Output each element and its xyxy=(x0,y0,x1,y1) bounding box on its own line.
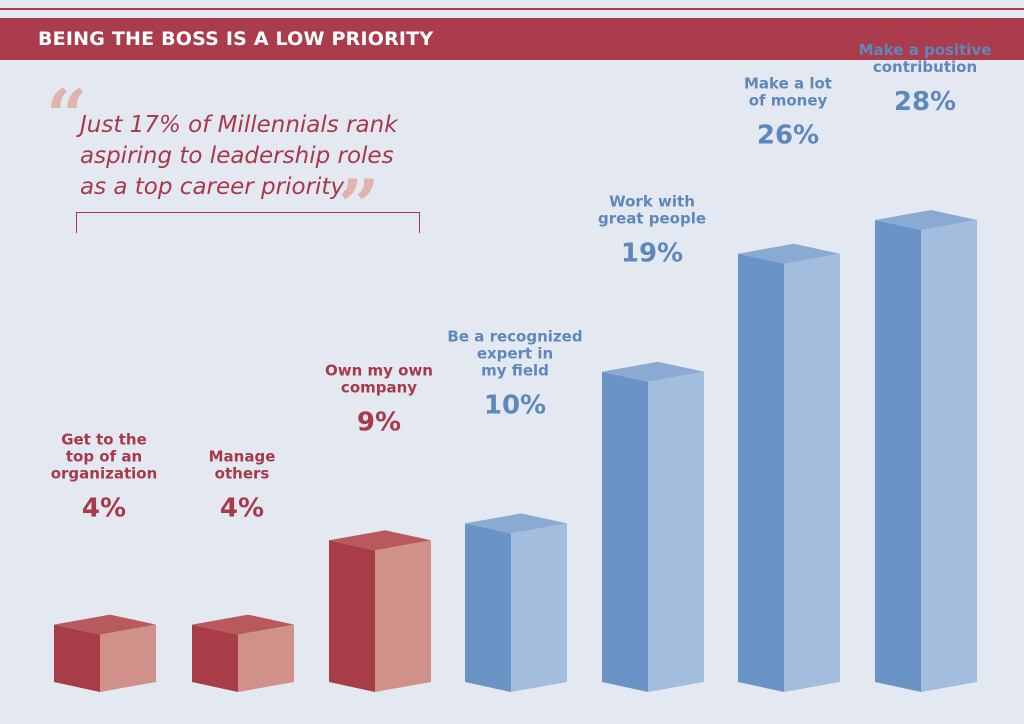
bar-top-face xyxy=(192,614,294,635)
category-label-3: Own my own company xyxy=(325,361,433,396)
quote-text: Just 17% of Millennials rank aspiring to… xyxy=(80,110,440,203)
bar-front-face xyxy=(875,220,921,692)
quote-bracket-rule xyxy=(76,212,420,233)
bar-side-face xyxy=(511,523,567,692)
bar-top-face xyxy=(602,361,704,382)
quote-open-mark: “ xyxy=(46,73,88,158)
category-label-5: Work with great people xyxy=(598,193,706,228)
bar-top-face xyxy=(329,530,431,551)
category-label-4: Be a recognized expert in my field xyxy=(447,327,582,379)
data-label-5: 19% xyxy=(621,239,683,269)
bar-top-face xyxy=(54,614,156,635)
bar-front-face xyxy=(465,523,511,692)
data-label-3: 9% xyxy=(357,407,401,437)
bar-7 xyxy=(875,210,977,692)
quote-line-3: as a top career priority. xyxy=(80,174,350,200)
title-banner: BEING THE BOSS IS A LOW PRIORITY xyxy=(0,18,1024,60)
bar-side-face xyxy=(784,253,840,692)
bar-5 xyxy=(602,361,704,692)
bar-front-face xyxy=(602,371,648,692)
quote-close-mark: ” xyxy=(338,163,380,248)
data-label-7: 28% xyxy=(894,87,956,117)
bar-side-face xyxy=(375,540,431,692)
bar-front-face xyxy=(54,624,100,692)
bar-6 xyxy=(738,243,840,692)
bar-front-face xyxy=(192,624,238,692)
page-title: BEING THE BOSS IS A LOW PRIORITY xyxy=(38,28,434,50)
category-label-1: Get to the top of an organization xyxy=(51,431,158,483)
bar-top-face xyxy=(465,513,567,534)
data-label-4: 10% xyxy=(484,390,546,420)
bar-2 xyxy=(192,614,294,692)
data-label-6: 26% xyxy=(757,121,819,151)
bar-front-face xyxy=(738,253,784,692)
category-label-7: Make a positive contribution xyxy=(859,41,992,76)
bar-front-face xyxy=(329,540,375,692)
quote-line-1: Just 17% of Millennials rank xyxy=(80,112,398,138)
bar-4 xyxy=(465,513,567,692)
bar-side-face xyxy=(100,624,156,692)
quote-line-2: aspiring to leadership roles xyxy=(80,143,394,169)
top-rule xyxy=(0,8,1024,10)
bar-top-face xyxy=(875,210,977,230)
category-label-2: Manage others xyxy=(209,448,276,483)
bar-3 xyxy=(329,530,431,692)
bar-side-face xyxy=(921,220,977,692)
category-label-6: Make a lot of money xyxy=(744,75,832,110)
data-label-2: 4% xyxy=(220,494,264,524)
quote-callout: “ Just 17% of Millennials rank aspiring … xyxy=(40,80,440,248)
data-label-1: 4% xyxy=(82,494,126,524)
bar-side-face xyxy=(238,624,294,692)
bar-top-face xyxy=(738,243,840,264)
bar-1 xyxy=(54,614,156,692)
bar-side-face xyxy=(648,371,704,692)
